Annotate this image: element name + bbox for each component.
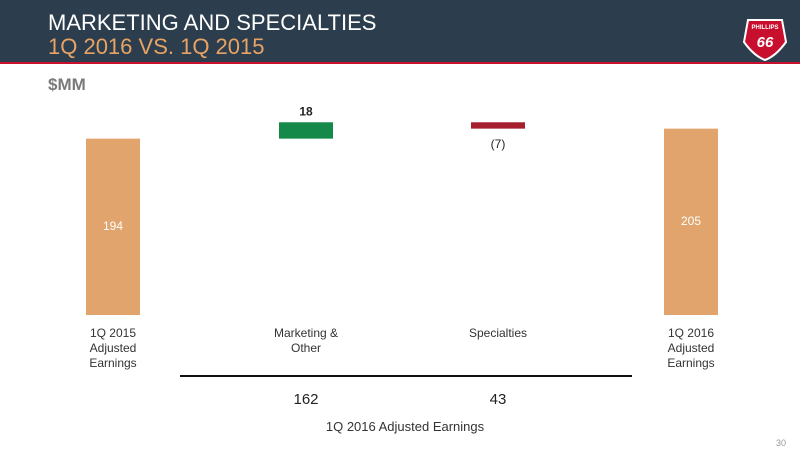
category-label: Specialties (468, 326, 528, 340)
header-band (0, 0, 800, 62)
page-number: 30 (776, 438, 786, 448)
subtitle: 1Q 2016 VS. 1Q 2015 (48, 34, 265, 59)
value-label: 205 (681, 214, 701, 228)
bar (86, 138, 140, 315)
value-label: (7) (491, 137, 506, 151)
breakdown-value: 43 (490, 391, 507, 408)
unit-label: $MM (48, 75, 86, 94)
category-label: 1Q 2016 Adjusted Earnings (667, 326, 715, 370)
breakdown-value: 162 (293, 391, 318, 408)
logo-shield (742, 19, 788, 62)
value-label: 18 (299, 104, 313, 118)
bar (664, 128, 718, 315)
logo: PHILLIPS 66 (742, 19, 788, 62)
bar (279, 122, 333, 139)
bar (471, 122, 525, 129)
category-label: Marketing & Other (273, 326, 339, 355)
header-rule (0, 62, 800, 64)
logo-text: PHILLIPS (751, 25, 778, 31)
title: MARKETING AND SPECIALTIES (48, 10, 376, 35)
value-label: 194 (103, 219, 123, 233)
category-label: 1Q 2015 Adjusted Earnings (89, 326, 137, 370)
breakdown-label: 1Q 2016 Adjusted Earnings (326, 419, 485, 434)
logo-number: 66 (757, 34, 774, 51)
